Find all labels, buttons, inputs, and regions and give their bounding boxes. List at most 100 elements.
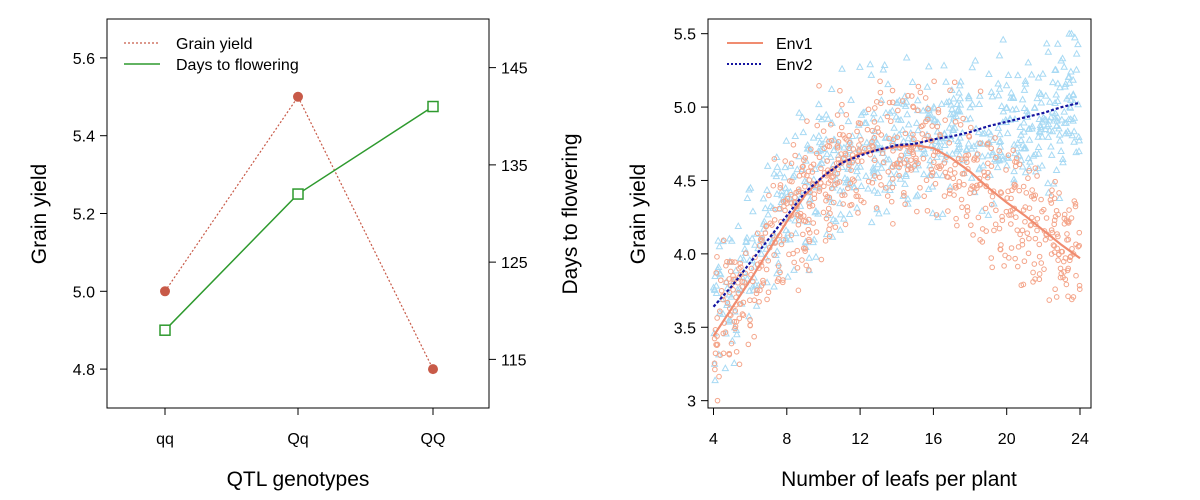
env2-point (875, 209, 883, 217)
env1-point (997, 246, 1004, 253)
env1-point (820, 183, 827, 190)
env2-point (994, 79, 1003, 87)
env2-point (857, 182, 866, 189)
env2-point (988, 92, 997, 100)
env1-point (803, 262, 810, 269)
env1-point (802, 248, 808, 254)
env1-point (745, 341, 752, 348)
left-y-right-tick-label: 145 (501, 61, 528, 78)
env2-point (1021, 79, 1030, 87)
env2-point (1024, 58, 1033, 66)
env2-point (799, 128, 808, 136)
env2-point (956, 100, 965, 108)
env1-point (1054, 231, 1060, 237)
env1-point (716, 308, 723, 314)
env2-point (913, 96, 922, 104)
env1-point (1050, 242, 1057, 248)
right-plot-frame (707, 18, 1092, 409)
env2-point (782, 136, 791, 144)
env2-point (996, 148, 1005, 155)
env2-point (1056, 83, 1064, 91)
env2-point (955, 88, 963, 96)
env1-point (959, 204, 965, 211)
env1-point (889, 184, 896, 191)
grain-yield-point (428, 364, 438, 375)
env1-point (858, 137, 864, 143)
left-chart: 4.8 5.0 5.2 5.4 5.6 115 125 135 145 qq Qq QQ QTL … (28, 18, 582, 491)
env1-point (792, 152, 798, 159)
env1-point (823, 215, 830, 222)
env1-point (915, 107, 921, 114)
env1-point (759, 237, 765, 244)
env2-point (1056, 136, 1064, 144)
env2-point (941, 141, 949, 149)
env2-point (848, 132, 857, 140)
env1-point (857, 120, 863, 127)
env2-point (978, 206, 986, 214)
env2-point (764, 210, 773, 218)
env2-point (978, 139, 987, 147)
env2-point (853, 203, 861, 211)
env2-point (908, 78, 917, 85)
env2-point (902, 53, 911, 61)
env2-point (829, 215, 838, 223)
env1-point (961, 170, 967, 177)
env2-point (966, 114, 975, 122)
env2-point (836, 210, 845, 218)
env2-point (962, 115, 971, 123)
env1-point (806, 177, 813, 183)
env2-point (904, 120, 913, 128)
env1-point (910, 151, 917, 158)
env2-point (911, 165, 920, 173)
env2-point (956, 94, 965, 102)
env2-point (995, 130, 1004, 138)
env2-point (1013, 144, 1021, 152)
env2-point (994, 123, 1003, 131)
env2-point (743, 194, 752, 201)
env1-point (742, 270, 749, 277)
env1-point (999, 217, 1006, 224)
env2-point (870, 109, 878, 117)
env2-point (1033, 94, 1042, 102)
env1-point (1032, 235, 1039, 242)
env1-point (724, 299, 731, 306)
env1-point (1008, 221, 1014, 227)
env1-point (780, 279, 786, 286)
env1-point (890, 147, 896, 154)
env1-point (937, 131, 943, 138)
env2-point (924, 62, 933, 70)
env1-point (985, 160, 991, 167)
env2-point (882, 207, 891, 215)
env1-point (712, 350, 719, 357)
env1-point (908, 165, 914, 171)
env2-point (770, 169, 778, 177)
env1-point (846, 139, 853, 146)
env1-point (984, 141, 990, 148)
env1-point (816, 154, 823, 161)
env1-point (711, 360, 718, 367)
env1-point (764, 296, 770, 303)
env1-point (1032, 192, 1039, 198)
env2-point (776, 169, 784, 177)
env2-point (803, 140, 812, 148)
env1-point (765, 289, 772, 296)
env2-point (912, 192, 921, 200)
env1-point (802, 183, 808, 190)
env2-point (988, 135, 997, 143)
env2-point (948, 86, 956, 94)
env1-point (1036, 276, 1043, 283)
env2-point (890, 123, 898, 131)
env1-point (889, 87, 896, 94)
env2-point (1074, 132, 1083, 140)
env1-point (834, 112, 841, 118)
env2-point (774, 259, 783, 267)
env1-point (844, 136, 850, 143)
env2-point (962, 146, 971, 154)
env2-point (830, 136, 839, 144)
env1-point (871, 157, 878, 164)
left-y-right-tick-label: 125 (501, 255, 528, 272)
env1-point (772, 206, 778, 213)
env1-point (827, 177, 834, 184)
env2-point (1045, 116, 1054, 124)
env1-point (808, 163, 814, 170)
